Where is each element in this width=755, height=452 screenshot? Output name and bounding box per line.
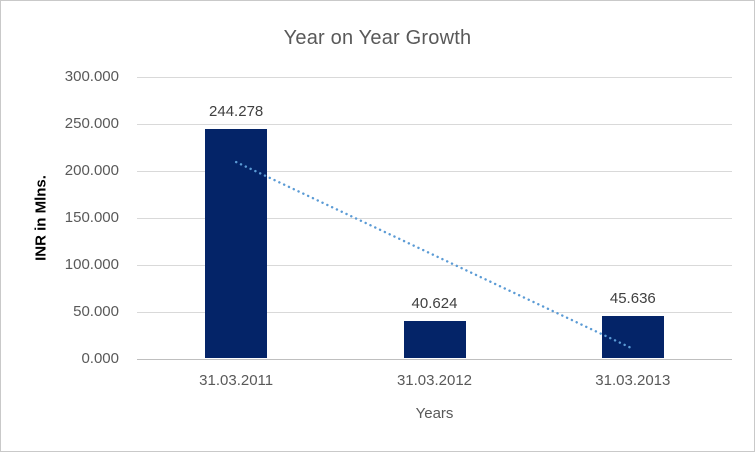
x-tick-label: 31.03.2013 (595, 372, 671, 389)
bar-data-label: 45.636 (609, 290, 656, 308)
x-tick-label: 31.03.2011 (199, 372, 274, 389)
plot-area: 244.278 40.624 45.636 (137, 76, 732, 360)
y-tick-label: 300.000 (64, 68, 119, 85)
y-tick-label: 50.000 (73, 303, 119, 320)
bar-data-label: 40.624 (411, 294, 458, 312)
y-tick-label: 0.000 (81, 350, 119, 367)
chart-title: Year on Year Growth (283, 27, 472, 49)
y-tick-label: 250.000 (64, 115, 119, 132)
bar-31.03.2011 (205, 129, 268, 358)
gridline (137, 123, 732, 125)
y-tick-label: 150.000 (64, 209, 119, 226)
bar-31.03.2013 (601, 316, 664, 358)
y-tick-label: 100.000 (64, 256, 119, 273)
gridline (137, 76, 732, 78)
x-tick-label: 31.03.2012 (396, 372, 473, 389)
x-axis-title: Years (415, 405, 454, 422)
bar-31.03.2012 (403, 320, 466, 358)
y-tick-label: 200.000 (64, 162, 119, 179)
x-axis-line (137, 358, 732, 360)
bar-data-label: 244.278 (209, 103, 264, 121)
